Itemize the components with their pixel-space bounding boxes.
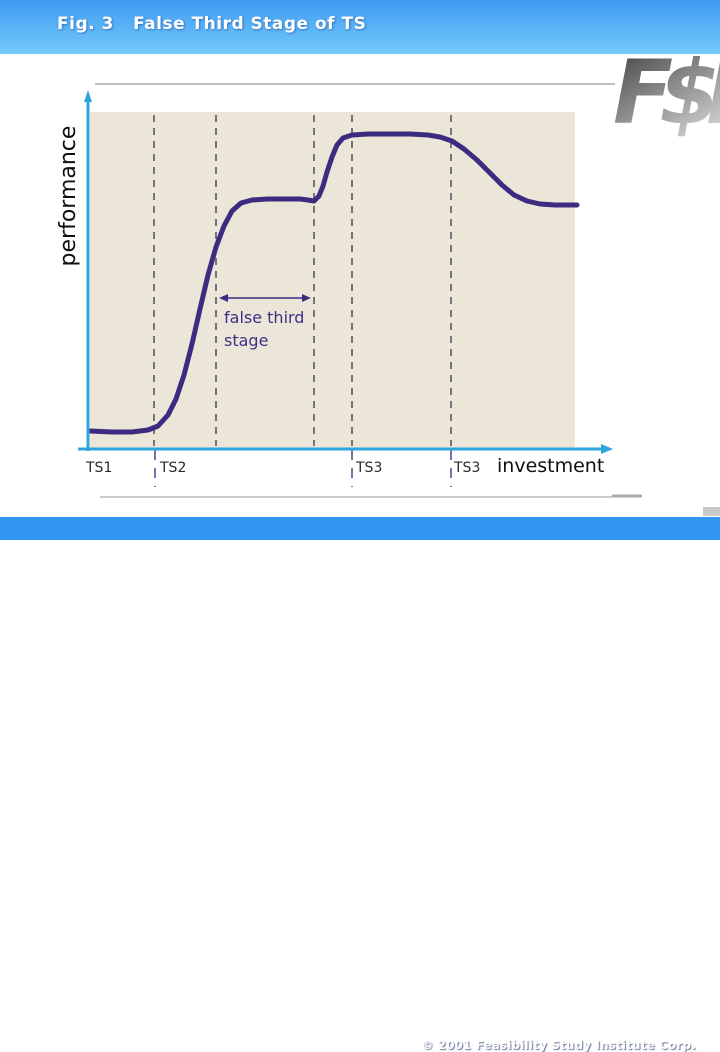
y-axis-label: performance <box>56 125 81 267</box>
fsi-logo: F$I <box>615 45 720 140</box>
stage-label-ts1: TS1 <box>86 460 113 476</box>
stage-divider-lines <box>153 115 452 487</box>
stage-label-ts2: TS2 <box>160 460 187 476</box>
title-bar: Fig. 3 False Third Stage of TS <box>0 0 720 54</box>
annotation-line-1: false third <box>224 308 305 327</box>
corner-artifact <box>703 507 720 516</box>
axes <box>78 90 613 454</box>
annotation-arrow <box>219 294 311 302</box>
x-axis-label: investment <box>497 455 605 477</box>
performance-curve <box>87 131 580 435</box>
annotation-line-2: stage <box>224 331 269 350</box>
fsi-logo-text: F$I <box>615 45 720 140</box>
stage-label-ts3: TS3 <box>356 460 383 476</box>
chart-canvas <box>78 83 718 498</box>
slide-title: Fig. 3 False Third Stage of TS <box>57 14 367 34</box>
plot-area <box>90 112 575 448</box>
footer-bar: © 2001 Feasibility Study Institute Corp. <box>0 517 720 1052</box>
copyright-text: © 2001 Feasibility Study Institute Corp. <box>421 1038 696 1052</box>
stage-label-ts3: TS3 <box>454 460 481 476</box>
annotation-text: false third stage <box>224 306 304 352</box>
